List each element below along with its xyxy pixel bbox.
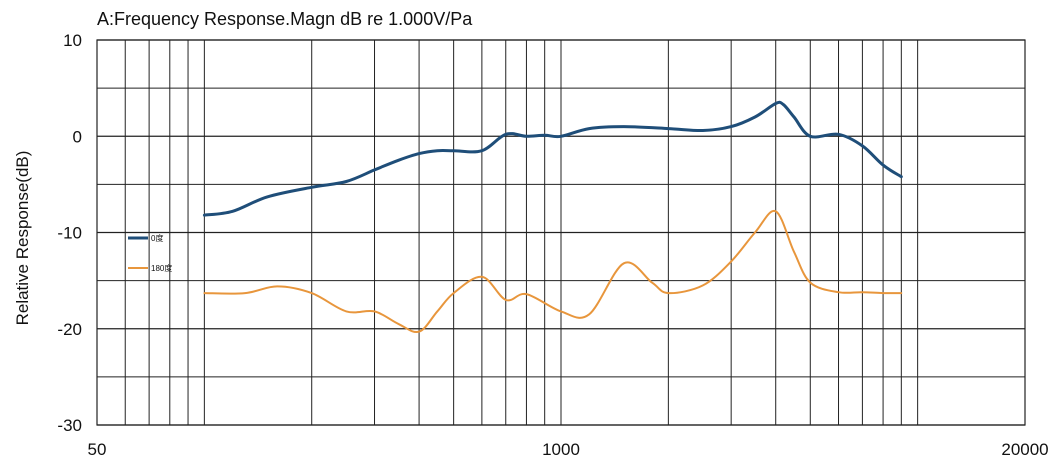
x-axis-tick-labels: 50 1000 20000 [88,440,1049,459]
y-tick-label: -30 [57,416,82,435]
legend: 0度 180度 [128,233,172,273]
legend-label: 180度 [151,263,172,273]
vertical-gridlines [124,40,919,425]
x-tick-label: 20000 [1001,440,1048,459]
chart-title: A:Frequency Response.Magn dB re 1.000V/P… [97,9,473,29]
series-layer [202,100,903,334]
y-tick-label: -20 [57,320,82,339]
x-tick-label: 50 [88,440,107,459]
y-axis-label: Relative Response(dB) [13,151,32,326]
y-tick-label: -10 [57,224,82,243]
y-tick-label: 10 [63,31,82,50]
x-tick-label: 1000 [542,440,580,459]
series-line-1 [203,209,903,334]
y-axis-tick-labels: 10 0 -10 -20 -30 [57,31,82,435]
y-tick-label: 0 [73,127,82,146]
plot-area-frame [96,39,1026,426]
legend-label: 0度 [151,233,163,243]
series-line-0 [202,100,903,217]
